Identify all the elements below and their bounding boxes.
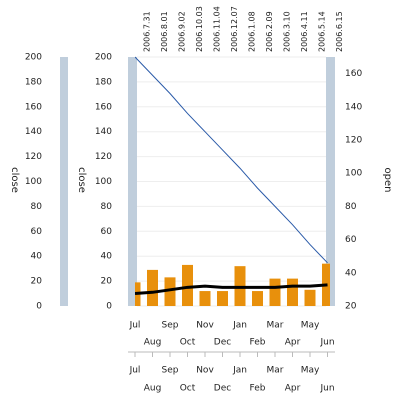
bar xyxy=(147,269,158,306)
x-tick-label: Oct xyxy=(180,384,196,394)
top-tick-label: 2006.12.07 xyxy=(230,6,239,52)
y2-tick-label: 160 xyxy=(345,69,362,79)
x-tick-label: May xyxy=(301,321,320,331)
y2-tick-label: 100 xyxy=(345,169,362,179)
top-tick-label: 2006.4.11 xyxy=(300,11,309,52)
y-tick-label: 100 xyxy=(95,177,112,187)
x-tick-label: Jul xyxy=(129,321,141,331)
x-tick-label: Jul xyxy=(129,366,141,376)
y2-tick-label: 20 xyxy=(345,302,357,312)
y2-tick-label: 120 xyxy=(345,136,362,146)
top-tick-label: 2006.1.08 xyxy=(248,11,257,52)
x-tick-label: Jan xyxy=(232,321,247,331)
x-tick-label: Aug xyxy=(144,338,162,348)
bar xyxy=(252,291,263,306)
top-tick-label: 2006.9.02 xyxy=(178,11,187,52)
y-tick-label: 80 xyxy=(31,202,43,212)
y-tick-label: 60 xyxy=(31,227,43,237)
y-tick-label: 0 xyxy=(36,302,42,312)
y-axis-label: close xyxy=(9,167,20,193)
y-tick-label: 20 xyxy=(31,277,43,287)
y-tick-label: 180 xyxy=(95,77,112,87)
top-tick-label: 2006.3.10 xyxy=(283,11,292,52)
bar xyxy=(304,289,316,306)
top-tick-label: 2006.7.31 xyxy=(143,11,152,52)
y-tick-label: 0 xyxy=(106,302,112,312)
y2-tick-label: 60 xyxy=(345,235,357,245)
x-tick-label: May xyxy=(301,366,320,376)
bar xyxy=(164,277,176,306)
bar xyxy=(287,278,298,306)
y2-tick-label: 140 xyxy=(345,102,362,112)
y-tick-label: 80 xyxy=(101,202,113,212)
y2-tick-label: 80 xyxy=(345,202,357,212)
x-tick-label: Apr xyxy=(285,338,301,348)
y-tick-label: 60 xyxy=(101,227,113,237)
x-tick-label: Sep xyxy=(162,321,179,331)
top-tick-label: 2006.10.03 xyxy=(195,6,204,52)
y-tick-label: 140 xyxy=(95,127,112,137)
y-tick-label: 140 xyxy=(25,127,42,137)
y2-tick-label: 40 xyxy=(345,268,357,278)
bar xyxy=(199,291,211,306)
line xyxy=(135,283,328,296)
x-tick-label: Dec xyxy=(214,384,231,394)
y2-axis-label: open xyxy=(382,168,393,193)
bar xyxy=(269,278,281,306)
y-tick-label: 40 xyxy=(101,252,113,262)
x-tick-label: Feb xyxy=(250,338,266,348)
x-tick-label: Jun xyxy=(319,384,334,394)
y-tick-label: 200 xyxy=(25,53,42,63)
x-tick-label: Jan xyxy=(232,366,247,376)
top-tick-label: 2006.8.01 xyxy=(160,11,169,52)
y-tick-label: 120 xyxy=(25,152,42,162)
y-tick-label: 160 xyxy=(95,102,112,112)
y-tick-label: 20 xyxy=(101,277,113,287)
y-tick-label: 100 xyxy=(25,177,42,187)
top-tick-label: 2006.5.14 xyxy=(318,11,327,52)
y-tick-label: 200 xyxy=(95,53,112,63)
bar xyxy=(182,264,193,306)
x-tick-label: Aug xyxy=(144,384,162,394)
x-tick-label: Mar xyxy=(267,321,284,331)
x-tick-label: Nov xyxy=(196,366,214,376)
y-tick-label: 160 xyxy=(25,102,42,112)
line xyxy=(135,56,328,264)
scrollbar xyxy=(60,57,68,306)
x-tick-label: Oct xyxy=(180,338,196,348)
top-tick-label: 2006.2.09 xyxy=(265,11,274,52)
y-tick-label: 180 xyxy=(25,77,42,87)
top-tick-label: 2006.6.15 xyxy=(335,11,344,52)
top-tick-label: 2006.11.04 xyxy=(213,6,222,52)
x-tick-label: Dec xyxy=(214,338,231,348)
scrollbar xyxy=(326,57,335,306)
bar xyxy=(217,291,228,306)
y-tick-label: 120 xyxy=(95,152,112,162)
scrollbar xyxy=(128,57,137,306)
y-tick-label: 40 xyxy=(31,252,43,262)
x-tick-label: Sep xyxy=(162,366,179,376)
x-tick-label: Mar xyxy=(267,366,284,376)
x-tick-label: Jun xyxy=(319,338,334,348)
x-tick-label: Feb xyxy=(250,384,266,394)
x-tick-label: Nov xyxy=(196,321,214,331)
x-tick-label: Apr xyxy=(285,384,301,394)
y-axis-label: close xyxy=(76,167,87,193)
